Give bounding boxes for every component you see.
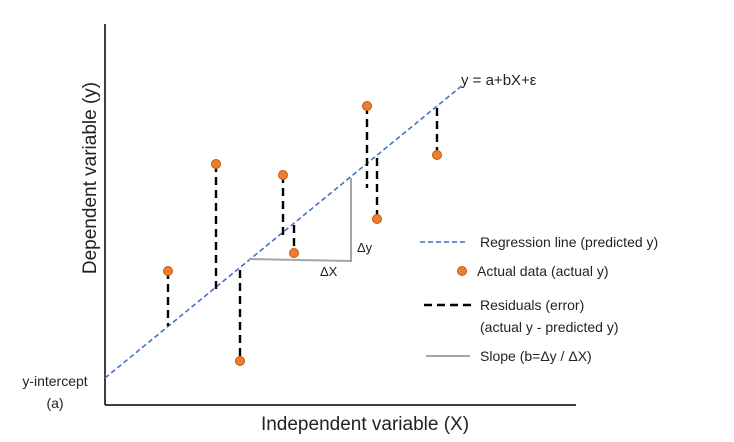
delta-y-label: Δy bbox=[357, 240, 373, 255]
data-points bbox=[163, 101, 442, 366]
equation-label: y = a+bX+ε bbox=[461, 72, 537, 89]
legend-residual-label: Residuals (error) bbox=[480, 297, 584, 313]
legend-slope-label: Slope (b=Δy / ΔX) bbox=[480, 348, 592, 364]
y-intercept-label: y-intercept bbox=[22, 373, 87, 389]
legend-actual-label: Actual data (actual y) bbox=[477, 263, 609, 279]
data-point bbox=[289, 248, 299, 258]
data-point bbox=[362, 101, 372, 111]
x-axis-title: Independent variable (X) bbox=[261, 414, 469, 435]
legend-regression-label: Regression line (predicted y) bbox=[480, 234, 658, 250]
regression-line bbox=[104, 83, 465, 379]
y-intercept-sublabel: (a) bbox=[46, 395, 63, 411]
data-point bbox=[432, 150, 442, 160]
y-axis-title: Dependent variable (y) bbox=[80, 82, 101, 274]
data-point bbox=[372, 214, 382, 224]
residuals bbox=[166, 106, 439, 361]
legend-residual-sublabel: (actual y - predicted y) bbox=[480, 319, 619, 335]
slope-triangle bbox=[248, 178, 352, 263]
data-point bbox=[278, 170, 288, 180]
legend: Regression line (predicted y) Actual dat… bbox=[420, 234, 658, 364]
data-point bbox=[211, 159, 221, 169]
legend-actual-swatch bbox=[457, 266, 467, 276]
data-point bbox=[163, 266, 173, 276]
data-point bbox=[235, 356, 245, 366]
delta-x-label: ΔX bbox=[320, 264, 338, 279]
